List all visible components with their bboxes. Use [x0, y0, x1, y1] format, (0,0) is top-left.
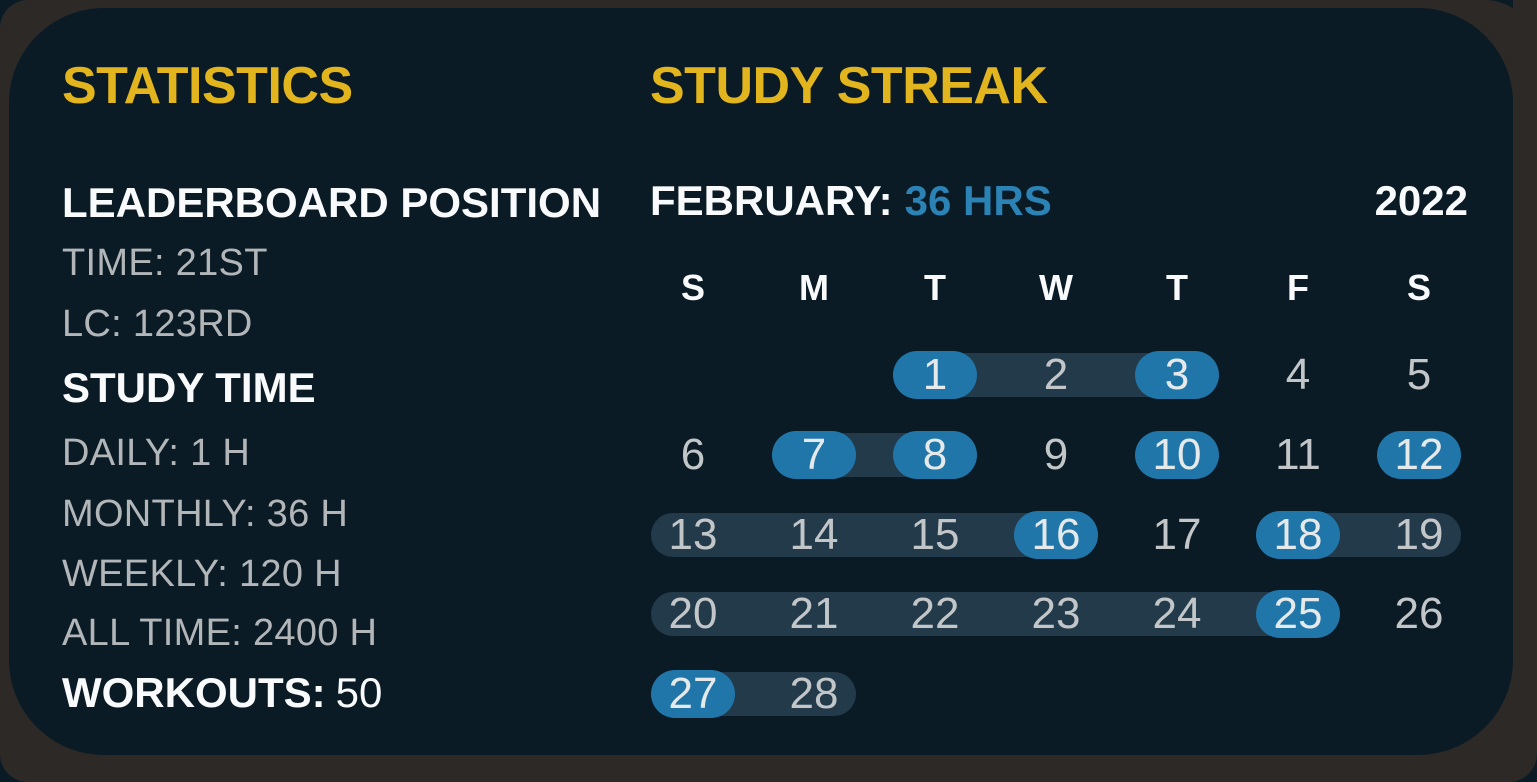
study-time-all-time: ALL TIME: 2400 H	[62, 612, 378, 654]
weekday-label: T	[1166, 267, 1188, 308]
weekday-label: M	[799, 267, 829, 308]
day-number: 6	[680, 430, 706, 479]
weekday-label: T	[924, 267, 946, 308]
day-number: 22	[910, 589, 960, 638]
day-number: 10	[1152, 430, 1202, 479]
study-time-weekly: WEEKLY: 120 H	[62, 553, 342, 595]
day-number: 16	[1031, 510, 1081, 559]
day-number: 24	[1152, 589, 1202, 638]
study-time-daily: DAILY: 1 H	[62, 432, 251, 474]
weekday-label: W	[1039, 267, 1073, 308]
day-number: 11	[1275, 430, 1321, 479]
day-highlight-pill	[1256, 511, 1340, 559]
day-number: 4	[1285, 350, 1311, 399]
weekday-label: S	[1406, 267, 1432, 308]
day-number: 7	[801, 430, 827, 479]
month-label: FEBRUARY:	[650, 177, 893, 224]
day-number: 1	[922, 350, 948, 399]
day-number: 5	[1406, 350, 1432, 399]
weekday-label: F	[1287, 267, 1309, 308]
year-label: 2022	[1374, 177, 1468, 224]
study-time-heading: STUDY TIME	[62, 364, 316, 411]
day-number: 20	[668, 589, 718, 638]
day-number: 17	[1152, 510, 1202, 559]
statistics-title: STATISTICS	[62, 57, 353, 115]
month-hours: 36 HRS	[904, 177, 1052, 224]
leaderboard-lc-rank: LC: 123RD	[62, 303, 253, 345]
workouts-label: WORKOUTS:	[62, 669, 326, 716]
day-highlight-pill	[1256, 590, 1340, 638]
day-highlight-pill	[893, 351, 977, 399]
day-number: 26	[1394, 589, 1444, 638]
day-number: 12	[1394, 430, 1444, 479]
day-highlight-pill	[1377, 431, 1461, 479]
day-number: 13	[668, 510, 718, 559]
leaderboard-time-rank: TIME: 21ST	[62, 242, 268, 284]
day-highlight-pill	[893, 431, 977, 479]
workouts-line: WORKOUTS: 50	[62, 669, 383, 716]
day-number: 2	[1043, 350, 1069, 399]
day-number: 21	[789, 589, 839, 638]
month-summary-line: FEBRUARY: 36 HRS	[650, 177, 1052, 224]
weekday-label: S	[680, 267, 706, 308]
day-number: 25	[1273, 589, 1323, 638]
day-number: 18	[1273, 510, 1323, 559]
day-highlight-pill	[772, 431, 856, 479]
workouts-value: 50	[335, 669, 383, 716]
study-streak-title: STUDY STREAK	[650, 57, 1048, 115]
day-number: 27	[668, 669, 718, 718]
day-highlight-pill	[1014, 511, 1098, 559]
study-time-monthly: MONTHLY: 36 H	[62, 493, 349, 535]
frame-corner-patch	[1513, 0, 1537, 62]
day-highlight-pill	[1135, 431, 1219, 479]
day-number: 14	[789, 510, 839, 559]
day-number: 3	[1164, 350, 1190, 399]
day-number: 23	[1031, 589, 1081, 638]
day-number: 8	[922, 430, 948, 479]
leaderboard-heading: LEADERBOARD POSITION	[62, 179, 602, 226]
day-number: 28	[789, 669, 839, 718]
day-number: 15	[910, 510, 960, 559]
day-number: 19	[1394, 510, 1444, 559]
day-highlight-pill	[1135, 351, 1219, 399]
streak-band	[651, 592, 1340, 636]
day-number: 9	[1043, 430, 1069, 479]
day-highlight-pill	[651, 670, 735, 718]
